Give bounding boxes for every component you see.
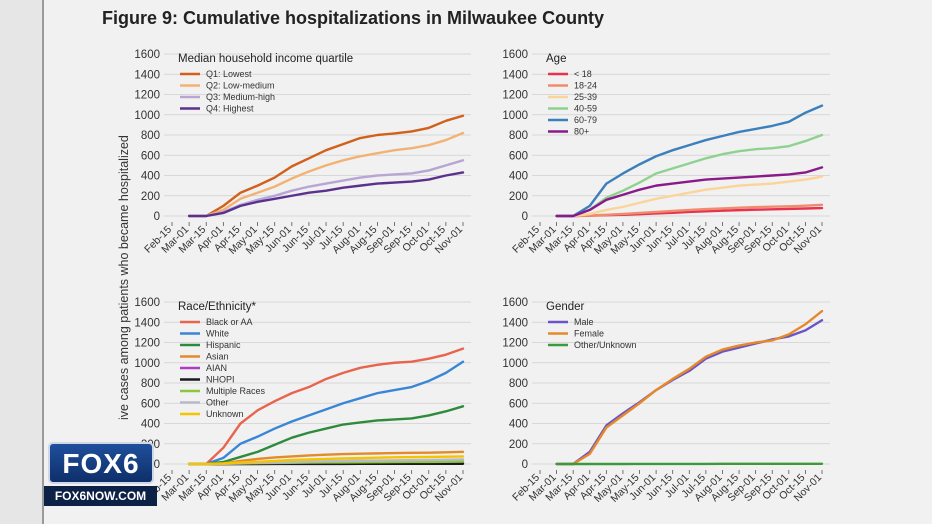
series-line <box>187 171 465 218</box>
y-tick-label: 1600 <box>134 297 160 309</box>
y-tick-label: 1000 <box>502 110 528 122</box>
series-line <box>187 360 465 466</box>
legend-label: Q1: Lowest <box>206 69 252 79</box>
legend-label: Black or AA <box>206 317 253 327</box>
legend-label: Unknown <box>206 409 244 419</box>
y-tick-label: 600 <box>141 150 160 162</box>
legend-label: AIAN <box>206 363 227 373</box>
left-edge <box>0 0 42 524</box>
y-tick-label: 1400 <box>134 317 160 329</box>
chart-panel-4: 02004006008001000120014001600Feb-15Mar-0… <box>502 296 830 505</box>
y-tick-label: 0 <box>522 211 528 223</box>
y-tick-label: 1600 <box>502 297 528 309</box>
y-tick-label: 1400 <box>502 317 528 329</box>
legend-title: Race/Ethnicity* <box>178 301 257 313</box>
fox6-logo-badge: FOX6 <box>48 442 154 484</box>
y-tick-label: 200 <box>141 191 160 203</box>
series-line <box>555 203 824 218</box>
y-tick-label: 600 <box>509 398 528 410</box>
y-tick-label: 1200 <box>134 90 160 102</box>
legend-label: Q2: Low-medium <box>206 81 275 91</box>
legend-title: Median household income quartile <box>178 53 353 65</box>
legend-label: Q4: Highest <box>206 104 254 114</box>
left-divider <box>42 0 44 524</box>
y-tick-label: 1600 <box>134 49 160 61</box>
series-line <box>555 166 824 218</box>
y-tick-label: 1400 <box>134 69 160 81</box>
legend-label: Male <box>574 317 594 327</box>
y-tick-label: 800 <box>509 130 528 142</box>
y-tick-label: 600 <box>141 398 160 410</box>
y-tick-label: 800 <box>509 378 528 390</box>
fox6-logo-url: FOX6NOW.COM <box>44 486 157 506</box>
figure-title: Figure 9: Cumulative hospitalizations in… <box>102 8 605 28</box>
y-tick-label: 800 <box>141 378 160 390</box>
y-tick-label: 0 <box>522 459 528 471</box>
legend-label: Other/Unknown <box>574 340 637 350</box>
legend-label: Multiple Races <box>206 386 266 396</box>
legend-title: Age <box>546 53 566 65</box>
y-tick-label: 400 <box>509 419 528 431</box>
y-tick-label: 1600 <box>502 49 528 61</box>
legend-label: 25-39 <box>574 92 597 102</box>
legend-label: 60-79 <box>574 115 597 125</box>
legend-label: < 18 <box>574 69 592 79</box>
chart-panel-1: 02004006008001000120014001600Feb-15Mar-0… <box>134 48 471 257</box>
legend-label: White <box>206 329 229 339</box>
legend-label: 80+ <box>574 127 589 137</box>
y-tick-label: 0 <box>154 459 160 471</box>
legend-label: NHOPI <box>206 375 235 385</box>
y-tick-label: 1200 <box>502 338 528 350</box>
legend-label: 40-59 <box>574 104 597 114</box>
y-tick-label: 1000 <box>502 358 528 370</box>
y-tick-label: 400 <box>141 419 160 431</box>
legend-label: 18-24 <box>574 81 597 91</box>
y-tick-label: 1200 <box>134 338 160 350</box>
series-line <box>555 104 824 218</box>
y-tick-label: 1400 <box>502 69 528 81</box>
legend-label: Q3: Medium-high <box>206 92 275 102</box>
legend-title: Gender <box>546 301 585 313</box>
y-tick-label: 1200 <box>502 90 528 102</box>
series-line <box>187 455 465 466</box>
series-line <box>187 405 465 466</box>
y-tick-label: 600 <box>509 150 528 162</box>
y-tick-label: 200 <box>509 191 528 203</box>
fox6-logo: FOX6 FOX6NOW.COM <box>44 440 157 510</box>
chart-panel-2: 02004006008001000120014001600Feb-15Mar-0… <box>502 48 830 257</box>
legend-label: Asian <box>206 352 229 362</box>
y-tick-label: 0 <box>154 211 160 223</box>
series-line <box>555 309 824 466</box>
y-tick-label: 1000 <box>134 110 160 122</box>
y-tick-label: 400 <box>141 171 160 183</box>
fox6-logo-text: FOX6 <box>62 448 140 479</box>
y-tick-label: 800 <box>141 130 160 142</box>
series-line <box>187 347 465 466</box>
legend-label: Hispanic <box>206 340 241 350</box>
series-line <box>187 114 465 218</box>
y-tick-label: 400 <box>509 171 528 183</box>
y-tick-label: 200 <box>509 439 528 451</box>
legend-label: Female <box>574 329 604 339</box>
series-line <box>555 175 824 218</box>
y-tick-label: 1000 <box>134 358 160 370</box>
legend-label: Other <box>206 398 229 408</box>
series-line <box>187 131 465 218</box>
chart-panel-3: 02004006008001000120014001600Feb-15Mar-0… <box>134 296 471 505</box>
